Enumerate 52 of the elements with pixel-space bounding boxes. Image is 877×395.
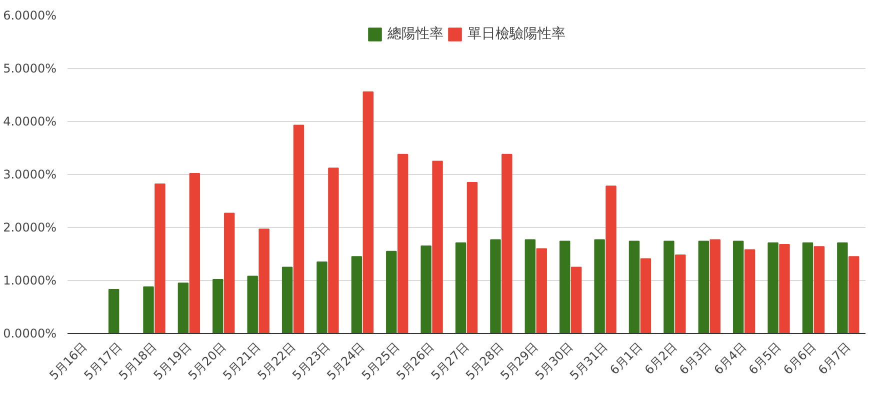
bar <box>351 256 362 334</box>
bar <box>212 278 224 334</box>
bar <box>768 242 778 334</box>
bar <box>594 239 605 334</box>
bar <box>560 240 570 334</box>
bar <box>455 242 466 334</box>
bar <box>606 186 616 334</box>
bar <box>224 212 235 334</box>
bar <box>247 276 258 334</box>
bar <box>316 261 328 334</box>
y-tick-label: 3.0000% <box>3 168 56 182</box>
legend-label: 單日檢驗陽性率 <box>468 25 566 43</box>
bar <box>178 282 189 334</box>
bar <box>490 239 501 334</box>
y-tick-label: 2.0000% <box>3 220 56 234</box>
bar <box>698 240 709 334</box>
bar <box>664 240 674 334</box>
bar <box>432 160 443 334</box>
bar <box>386 250 397 334</box>
bar <box>802 242 814 334</box>
bar <box>524 239 536 334</box>
bar <box>536 248 547 334</box>
y-tick-label: 0.0000% <box>3 326 56 340</box>
bar <box>502 154 512 334</box>
legend-label: 總陽性率 <box>388 25 444 43</box>
bar <box>675 254 686 334</box>
y-tick-label: 1.0000% <box>3 274 56 288</box>
bar <box>837 242 848 334</box>
bar <box>108 289 120 334</box>
bar <box>779 244 790 334</box>
bar <box>420 246 432 334</box>
bar <box>293 124 304 334</box>
bar <box>744 249 756 334</box>
bar <box>570 266 582 334</box>
bar <box>628 240 640 334</box>
bar <box>143 286 154 334</box>
bar <box>397 154 408 334</box>
y-tick-label: 6.0000% <box>3 8 56 22</box>
y-tick-label: 5.0000% <box>3 62 56 76</box>
bar <box>154 184 166 334</box>
bar <box>258 228 270 334</box>
bar <box>732 240 744 334</box>
bar <box>362 91 374 334</box>
bar <box>282 266 293 334</box>
bar <box>189 172 200 334</box>
bar <box>814 246 825 334</box>
bar <box>328 168 339 334</box>
bar <box>640 258 652 334</box>
y-tick-label: 4.0000% <box>3 114 56 128</box>
bar <box>710 239 720 334</box>
bar <box>848 256 860 334</box>
bar <box>466 182 478 334</box>
